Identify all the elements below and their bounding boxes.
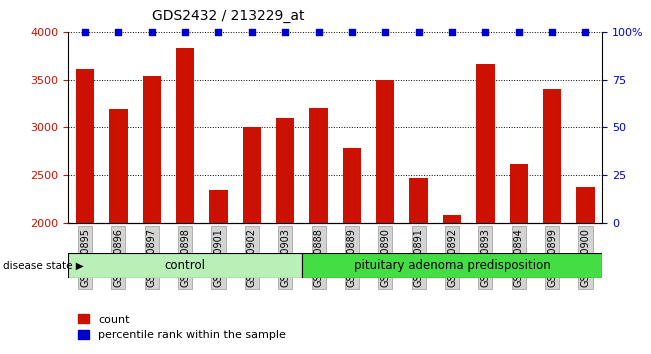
Point <box>214 29 224 35</box>
Point <box>347 29 357 35</box>
Point <box>547 29 557 35</box>
Point <box>447 29 457 35</box>
Point <box>247 29 257 35</box>
Bar <box>68 253 302 278</box>
Point <box>580 29 590 35</box>
Bar <box>543 89 561 223</box>
Bar <box>276 118 294 223</box>
Bar <box>109 109 128 223</box>
Bar <box>143 76 161 223</box>
Point <box>413 29 424 35</box>
Bar <box>376 80 395 223</box>
Point <box>313 29 324 35</box>
Bar <box>309 108 327 223</box>
Legend: count, percentile rank within the sample: count, percentile rank within the sample <box>74 310 291 345</box>
Text: GDS2432 / 213229_at: GDS2432 / 213229_at <box>152 9 304 23</box>
Bar <box>176 48 194 223</box>
Point <box>113 29 124 35</box>
Bar <box>302 253 602 278</box>
Text: control: control <box>165 259 206 272</box>
Bar <box>243 127 261 223</box>
Bar <box>477 64 495 223</box>
Bar <box>409 178 428 223</box>
Bar <box>576 187 594 223</box>
Bar <box>76 69 94 223</box>
Point <box>514 29 524 35</box>
Bar <box>210 190 228 223</box>
Point <box>480 29 491 35</box>
Text: disease state ▶: disease state ▶ <box>3 261 84 270</box>
Text: pituitary adenoma predisposition: pituitary adenoma predisposition <box>353 259 550 272</box>
Point <box>380 29 391 35</box>
Bar <box>510 164 528 223</box>
Point <box>80 29 90 35</box>
Point <box>180 29 190 35</box>
Point <box>280 29 290 35</box>
Bar <box>343 148 361 223</box>
Bar <box>443 215 461 223</box>
Point <box>146 29 157 35</box>
